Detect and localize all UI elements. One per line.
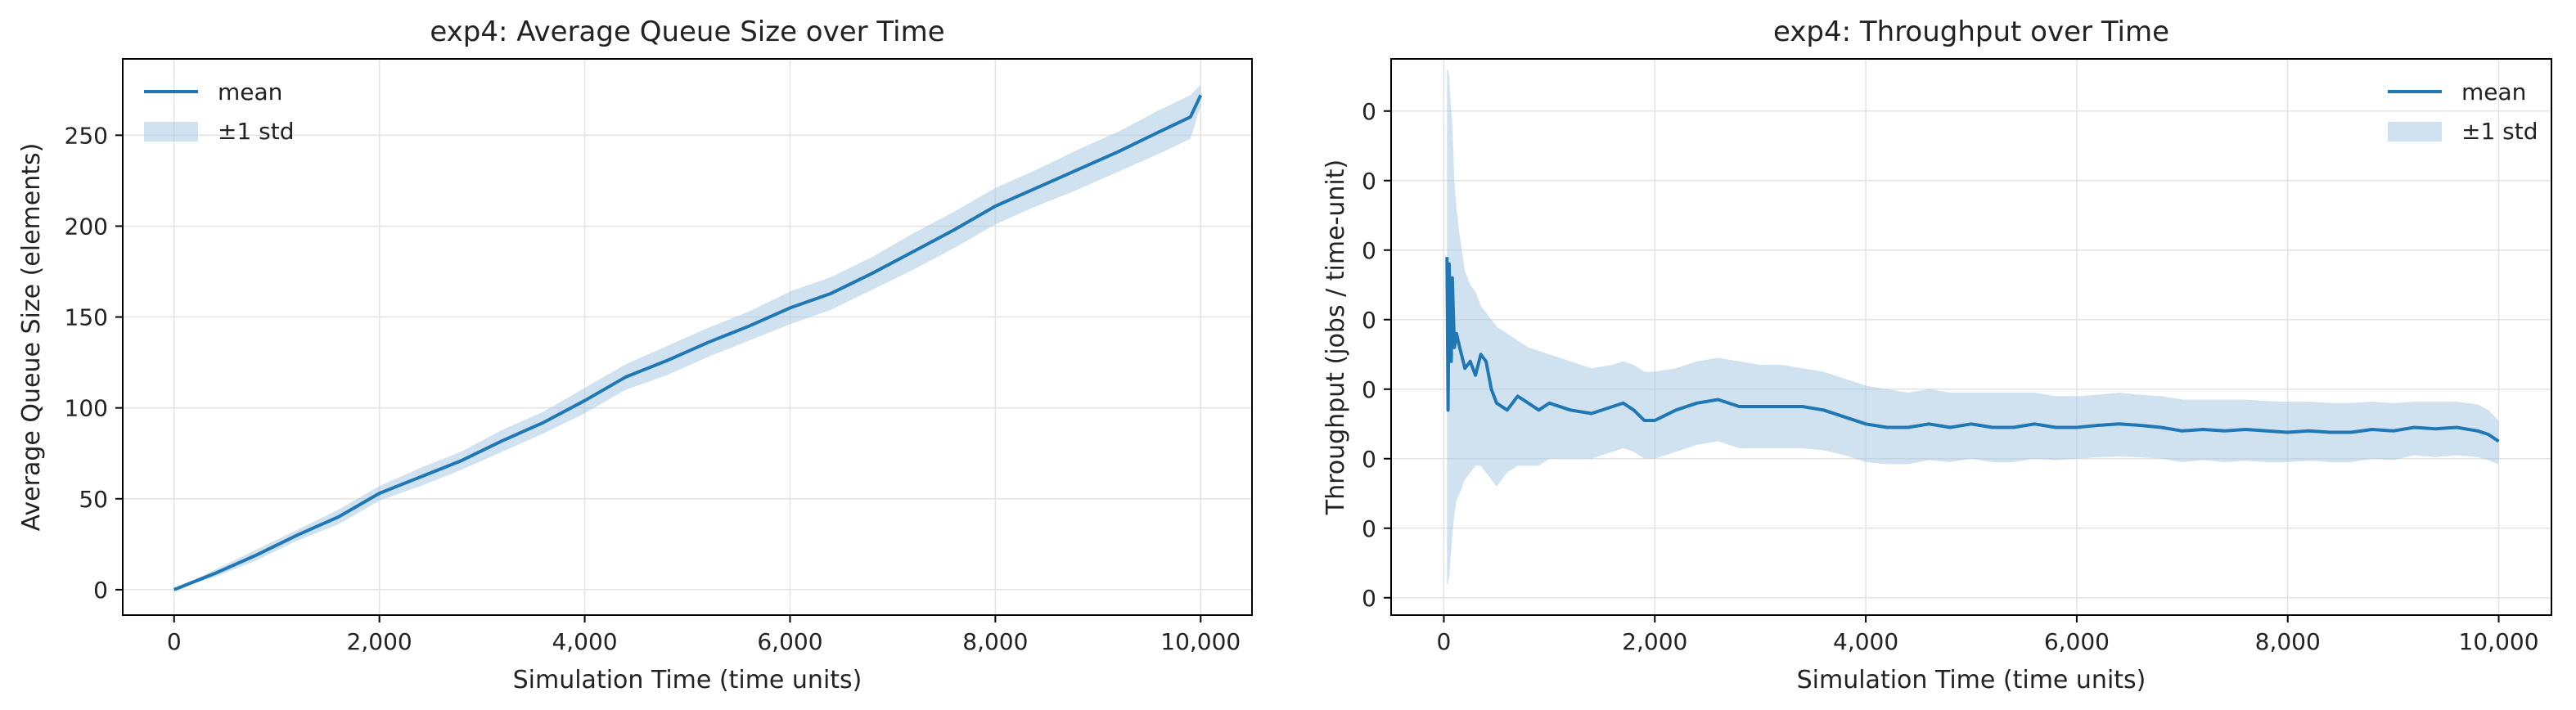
throughput-ytick-label-7: 0 <box>1362 98 1376 125</box>
queue-legend: mean ±1 std <box>144 79 295 145</box>
queue-legend-std-swatch <box>144 122 198 142</box>
throughput-std-band <box>1447 69 2499 584</box>
queue-y-axis-label: Average Queue Size (elements) <box>17 143 46 532</box>
throughput-xtick-label-2: 4,000 <box>1833 628 1898 655</box>
queue-ytick-label-5: 250 <box>65 122 108 149</box>
queue-xtick-label-1: 2,000 <box>347 628 412 655</box>
throughput-legend-std-swatch <box>2388 122 2442 142</box>
queue-ytick-label-0: 0 <box>93 577 108 604</box>
queue-xtick-label-0: 0 <box>167 628 182 655</box>
queue-chart: 0 2,000 4,000 6,000 8,000 10,000 0 50 100 150 200 2… <box>17 16 1253 694</box>
queue-legend-mean-label: mean <box>218 79 282 106</box>
queue-legend-std-label: ±1 std <box>218 118 295 145</box>
throughput-ytick-label-2: 0 <box>1362 446 1376 473</box>
throughput-chart-title: exp4: Throughput over Time <box>1773 16 2169 48</box>
throughput-xtick-label-4: 8,000 <box>2255 628 2321 655</box>
queue-xtick-label-4: 8,000 <box>962 628 1028 655</box>
throughput-plot-frame <box>1390 58 2552 616</box>
queue-ytick-label-4: 200 <box>65 213 108 240</box>
throughput-ytick-label-5: 0 <box>1362 237 1376 264</box>
throughput-chart: 0 2,000 4,000 6,000 8,000 10,000 0 0 0 0 0 0 0 0 exp4:… <box>1322 16 2552 694</box>
throughput-xtick-label-5: 10,000 <box>2459 628 2539 655</box>
throughput-legend-mean-label: mean <box>2461 79 2526 106</box>
queue-ytick-label-2: 100 <box>65 395 108 422</box>
queue-ytick-label-1: 50 <box>79 486 108 513</box>
queue-xtick-label-2: 4,000 <box>552 628 617 655</box>
throughput-xtick-label-1: 2,000 <box>1622 628 1687 655</box>
queue-mean-line <box>173 94 1203 591</box>
queue-chart-title: exp4: Average Queue Size over Time <box>430 16 944 48</box>
throughput-ytick-label-4: 0 <box>1362 307 1376 334</box>
throughput-legend-std-label: ±1 std <box>2461 118 2538 145</box>
queue-x-axis-label: Simulation Time (time units) <box>513 666 862 694</box>
queue-ytick-label-3: 150 <box>65 304 108 331</box>
throughput-xtick-label-0: 0 <box>1437 628 1452 655</box>
queue-xtick-label-5: 10,000 <box>1160 628 1241 655</box>
throughput-ytick-label-6: 0 <box>1362 168 1376 195</box>
throughput-xtick-label-3: 6,000 <box>2044 628 2110 655</box>
throughput-mean-line <box>1445 257 2500 443</box>
throughput-ytick-label-0: 0 <box>1362 585 1376 612</box>
throughput-y-axis-label: Throughput (jobs / time-unit) <box>1322 160 1350 515</box>
throughput-ytick-label-3: 0 <box>1362 376 1376 403</box>
throughput-ytick-label-1: 0 <box>1362 515 1376 542</box>
queue-xtick-label-3: 6,000 <box>757 628 822 655</box>
queue-plot-frame <box>122 58 1253 616</box>
throughput-legend: mean ±1 std <box>2388 79 2538 145</box>
queue-std-band <box>173 84 1201 590</box>
throughput-x-axis-label: Simulation Time (time units) <box>1797 666 2146 694</box>
